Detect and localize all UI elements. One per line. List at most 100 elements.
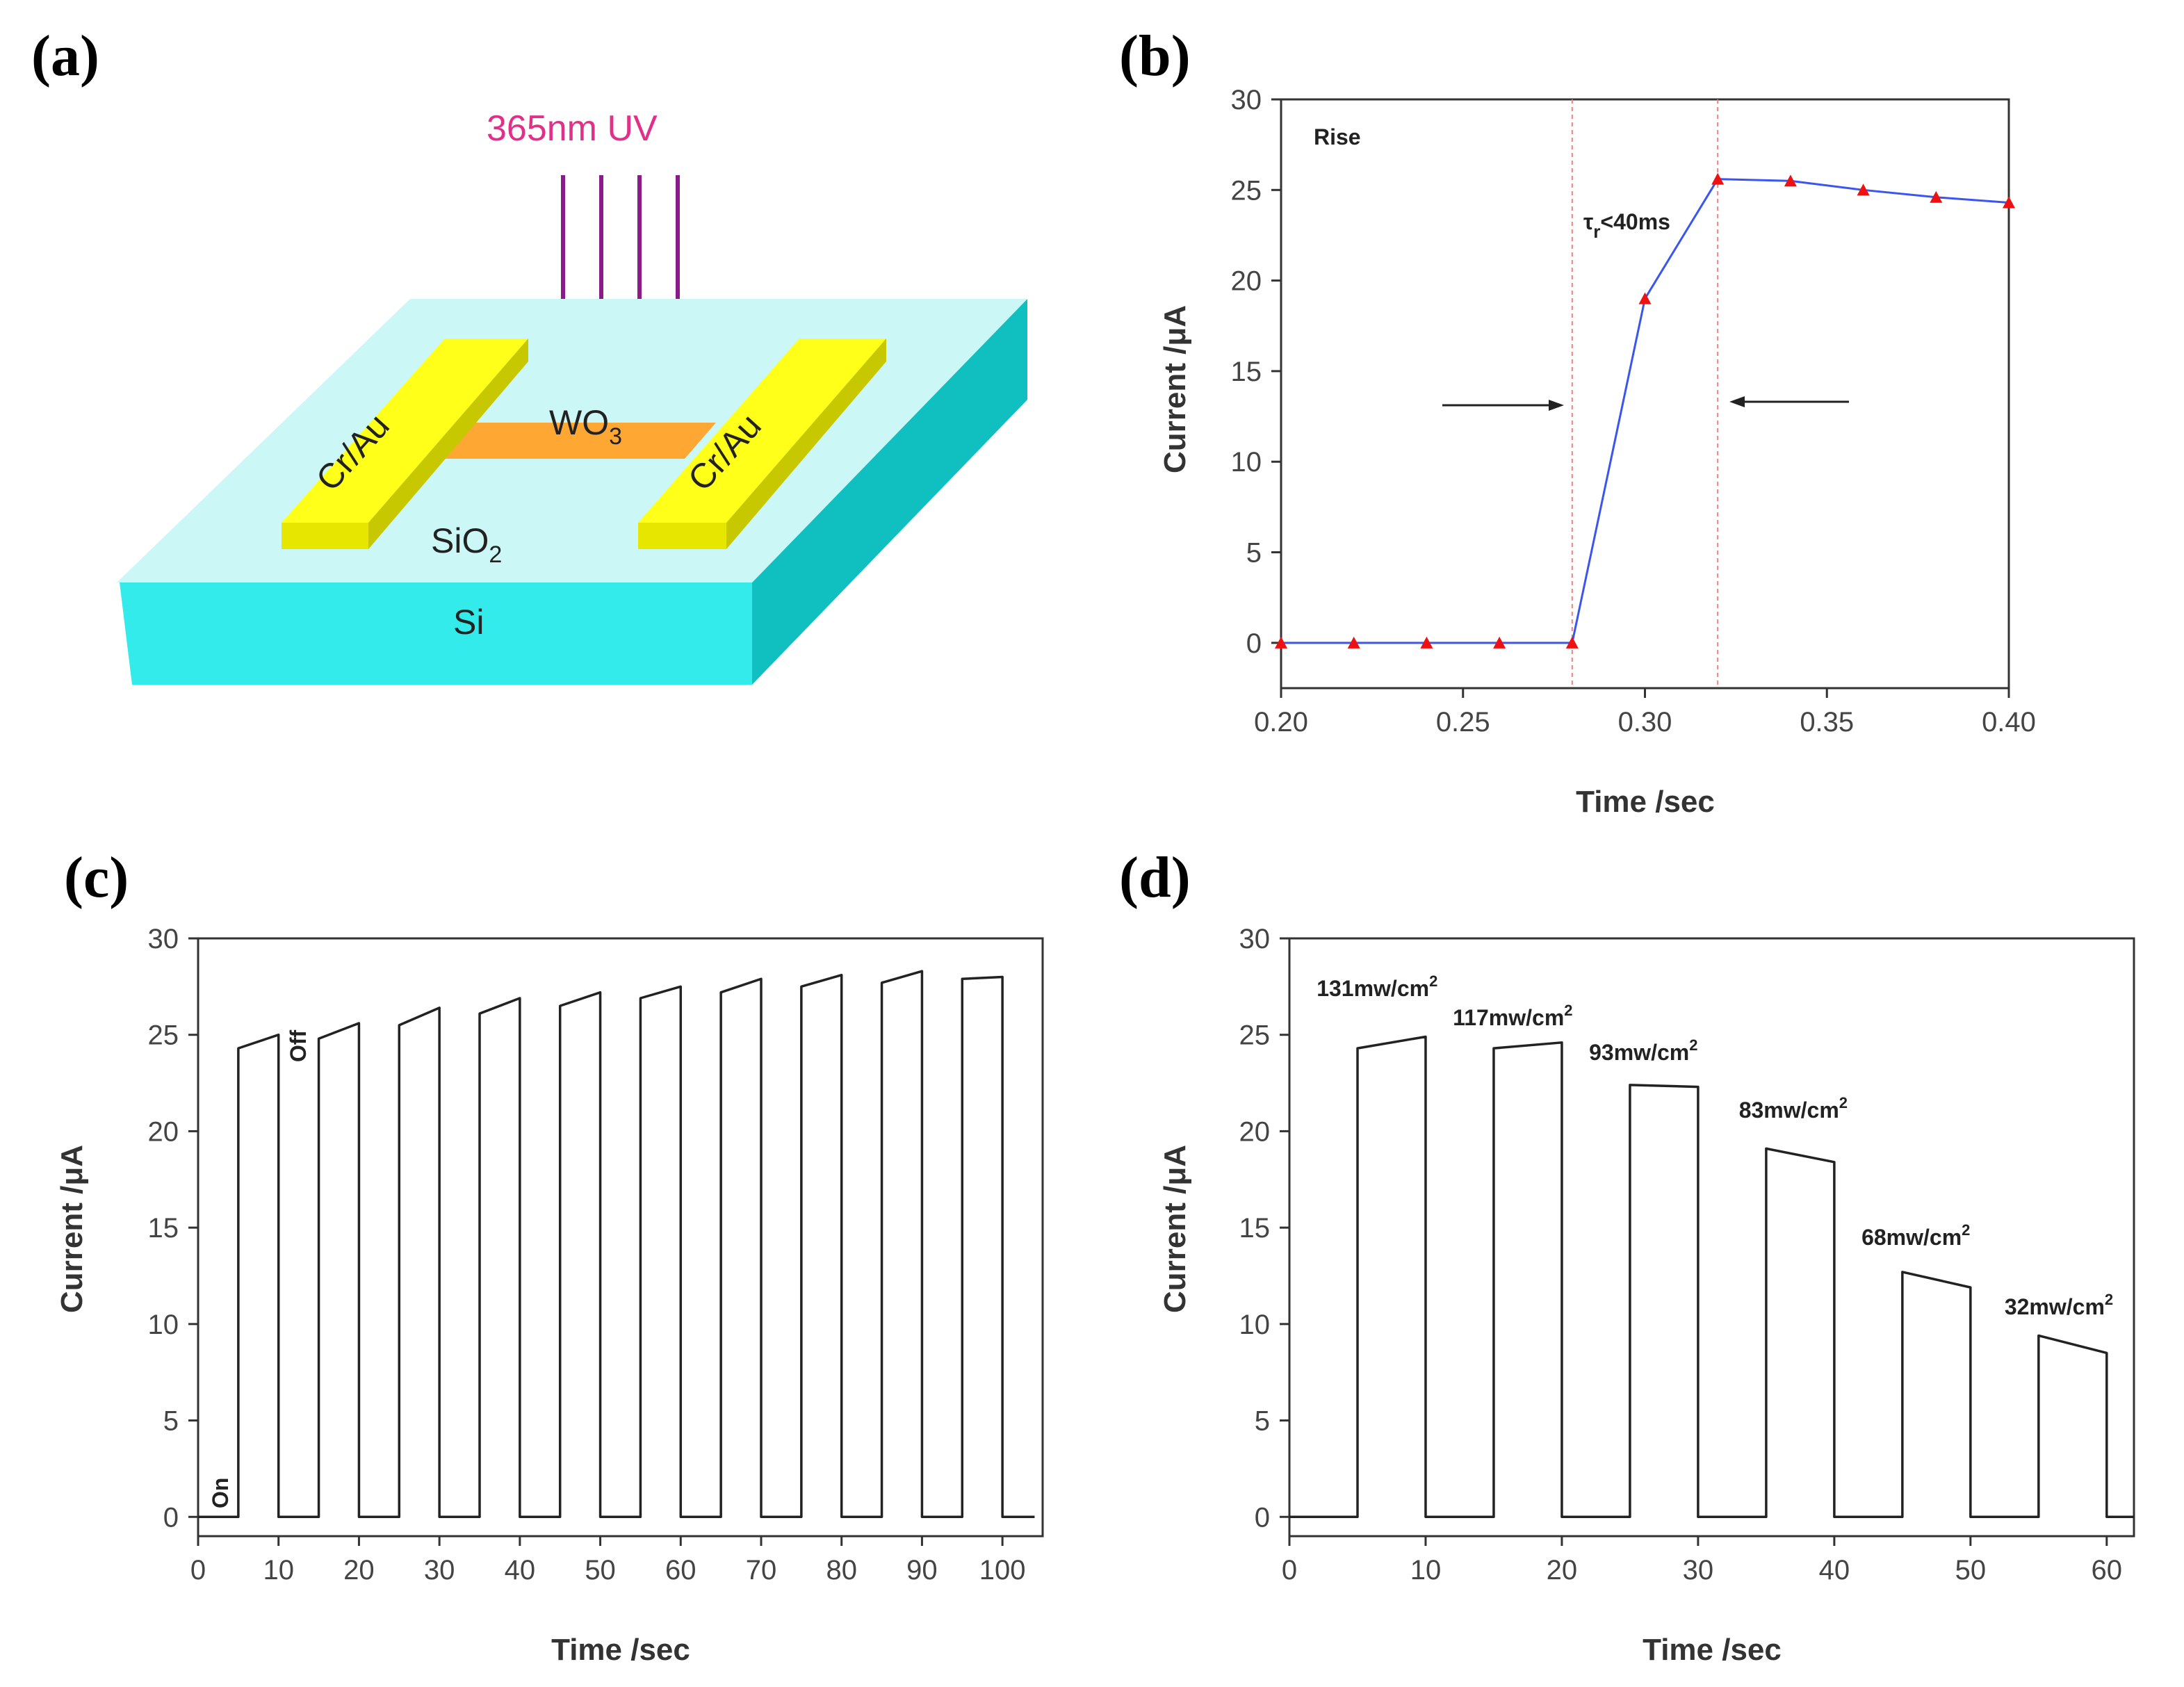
wo3-channel <box>427 423 716 459</box>
y-tick-label: 10 <box>148 1310 179 1340</box>
electrode-right-side <box>726 339 886 549</box>
y-tick-label: 10 <box>1231 447 1262 478</box>
sio2-text: SiO <box>431 521 489 560</box>
data-point-marker <box>1493 636 1506 649</box>
chart-b: 0.20 0.25 0.30 0.35 0.40 0 5 10 15 20 25 30 <box>1231 85 2036 737</box>
data-point-marker <box>1565 636 1579 649</box>
data-point-marker <box>2003 196 2015 209</box>
uv-label: 365nm UV <box>487 108 658 149</box>
panel-label-d: (d) <box>1119 845 1191 910</box>
chart-c: 0 10 20 30 40 50 60 70 80 90 100 0 5 10 15 20 25 30 <box>148 924 1044 1586</box>
data-point-marker <box>1857 184 1870 196</box>
x-tick-label: 80 <box>826 1555 857 1586</box>
y-tick-label: 0 <box>1246 628 1262 659</box>
x-tick-label: 60 <box>2092 1555 2123 1586</box>
x-tick-label: 0 <box>190 1555 206 1586</box>
panel-c: (c) 0 10 20 30 40 50 60 70 80 90 100 0 5 10 15 20 25 30 T… <box>55 845 1044 1667</box>
chart-c-ylabel: Current /μA <box>55 1145 89 1313</box>
electrode-right-top <box>638 339 886 523</box>
x-tick-label: 0.40 <box>1982 707 2036 737</box>
chart-b-arrowhead-right <box>1729 396 1745 407</box>
y-tick-label: 20 <box>1239 1116 1271 1147</box>
chart-c-xlabel: Time /sec <box>551 1633 690 1667</box>
wo3-label: WO3 <box>549 403 622 450</box>
tau-subscript: r <box>1593 221 1600 242</box>
y-tick-label: 20 <box>1231 266 1262 297</box>
electrode-left-top <box>282 339 528 523</box>
y-tick-label: 25 <box>1231 175 1262 206</box>
x-tick-label: 30 <box>1683 1555 1714 1586</box>
y-tick-label: 5 <box>163 1406 179 1437</box>
y-tick-label: 25 <box>1239 1020 1271 1051</box>
x-tick-label: 20 <box>343 1555 375 1586</box>
data-point-marker <box>1420 636 1433 649</box>
x-tick-label: 0.30 <box>1618 707 1672 737</box>
y-tick-label: 15 <box>1239 1213 1271 1244</box>
y-tick-label: 30 <box>148 924 179 954</box>
chart-d-intensity-labels: 131mw/cm2117mw/cm293mw/cm283mw/cm268mw/c… <box>1317 972 2113 1319</box>
data-point-marker <box>1930 190 1943 203</box>
series-line <box>1289 1035 2134 1519</box>
x-tick-label: 0 <box>1282 1555 1297 1586</box>
sio2-subscript: 2 <box>489 541 502 568</box>
chart-b-xlabel: Time /sec <box>1576 785 1715 819</box>
x-tick-label: 10 <box>263 1555 294 1586</box>
intensity-label: 68mw/cm2 <box>1861 1221 1970 1250</box>
chart-d-xlabel: Time /sec <box>1643 1633 1782 1667</box>
x-tick-label: 20 <box>1547 1555 1578 1586</box>
x-tick-label: 50 <box>1955 1555 1987 1586</box>
x-tick-label: 100 <box>979 1555 1026 1586</box>
intensity-superscript: 2 <box>1962 1221 1970 1239</box>
x-tick-label: 60 <box>665 1555 696 1586</box>
intensity-label: 93mw/cm2 <box>1589 1036 1697 1065</box>
chart-b-ylabel: Current /μA <box>1158 305 1192 473</box>
intensity-superscript: 2 <box>1564 1002 1572 1019</box>
panel-b: (b) 0.20 0.25 0.30 0.35 0.40 0 5 10 15 20 25 30 Tim… <box>1119 24 2036 819</box>
x-tick-label: 30 <box>424 1555 455 1586</box>
chart-c-off-label: Off <box>286 1029 311 1062</box>
electrode-left-front <box>282 523 368 549</box>
chart-d-ylabel: Current /μA <box>1158 1145 1192 1313</box>
y-tick-label: 15 <box>1231 357 1262 387</box>
y-tick-label: 30 <box>1239 924 1271 954</box>
tau-symbol: τ <box>1583 209 1593 234</box>
plot-frame <box>1280 98 2010 690</box>
intensity-superscript: 2 <box>1839 1094 1848 1111</box>
intensity-label: 117mw/cm2 <box>1453 1002 1572 1030</box>
electrode-left-side <box>368 339 528 549</box>
intensity-superscript: 2 <box>1689 1036 1697 1054</box>
tau-value: <40ms <box>1600 209 1670 234</box>
y-tick-label: 30 <box>1231 85 1262 115</box>
y-tick-label: 0 <box>1255 1502 1270 1533</box>
series-line <box>198 970 1035 1519</box>
intensity-superscript: 2 <box>1429 972 1437 990</box>
wo3-subscript: 3 <box>609 423 622 450</box>
y-tick-label: 25 <box>148 1020 179 1051</box>
chart-b-corner-label: Rise <box>1314 124 1361 149</box>
intensity-label: 32mw/cm2 <box>2005 1291 2113 1319</box>
chart-c-on-label: On <box>208 1478 233 1508</box>
data-point-marker <box>1784 174 1797 187</box>
intensity-value: 117mw/cm <box>1453 1005 1564 1030</box>
chart-b-arrowhead-left <box>1549 400 1564 411</box>
intensity-label: 83mw/cm2 <box>1739 1094 1848 1123</box>
x-tick-label: 50 <box>585 1555 616 1586</box>
x-tick-label: 90 <box>906 1555 938 1586</box>
intensity-superscript: 2 <box>2105 1291 2113 1308</box>
x-tick-label: 70 <box>746 1555 777 1586</box>
intensity-value: 83mw/cm <box>1739 1098 1839 1123</box>
y-tick-label: 20 <box>148 1116 179 1147</box>
x-tick-label: 0.25 <box>1436 707 1490 737</box>
intensity-value: 32mw/cm <box>2005 1294 2105 1319</box>
data-point-marker <box>1711 172 1725 185</box>
electrode-right-front <box>638 523 726 549</box>
plot-frame <box>1288 937 2135 1538</box>
y-tick-label: 5 <box>1246 538 1262 569</box>
x-tick-label: 40 <box>1819 1555 1850 1586</box>
panel-label-c: (c) <box>64 845 129 910</box>
y-tick-label: 10 <box>1239 1310 1271 1340</box>
si-substrate-front <box>120 582 752 685</box>
wo3-text: WO <box>549 403 609 442</box>
